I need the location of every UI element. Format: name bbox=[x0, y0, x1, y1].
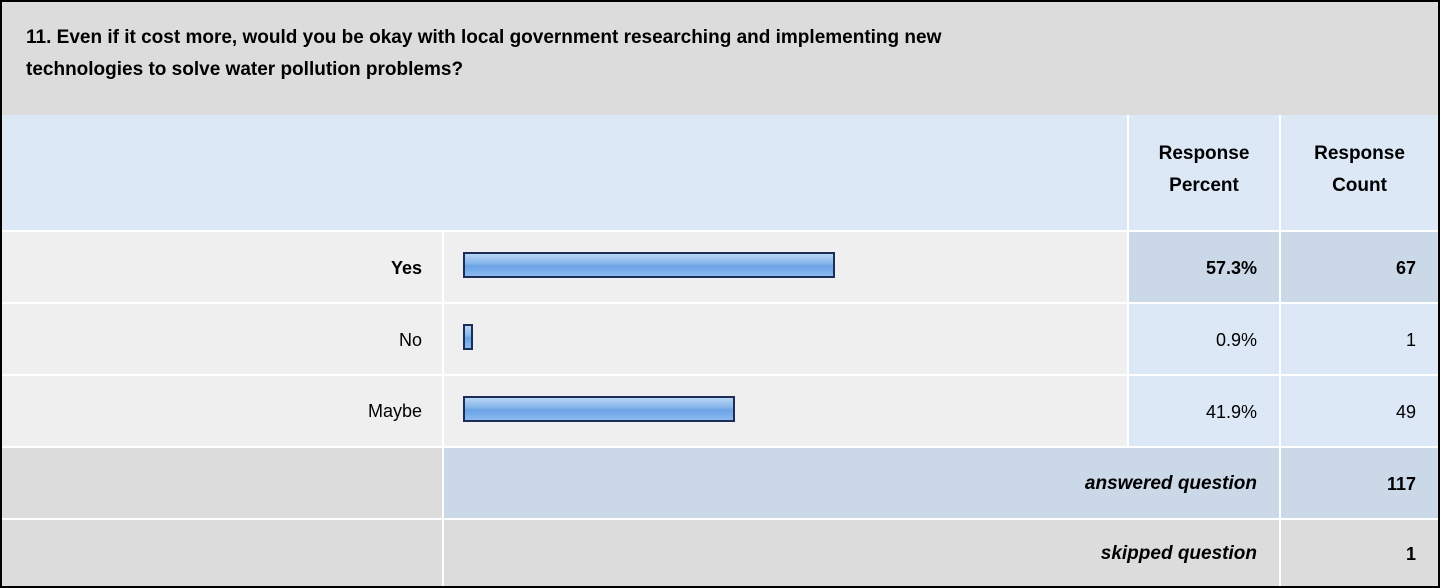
response-count-value: 1 bbox=[1281, 304, 1438, 374]
response-percent-header-line-1: Response bbox=[1158, 143, 1250, 164]
response-count-header-line-1: Response bbox=[1314, 143, 1405, 164]
skipped-question-label: skipped question bbox=[444, 520, 1279, 586]
question-header: 11. Even if it cost more, would you be o… bbox=[2, 2, 1438, 115]
question-text-line-1: 11. Even if it cost more, would you be o… bbox=[26, 27, 942, 48]
answered-question-label: answered question bbox=[444, 448, 1279, 518]
answer-label: No bbox=[2, 304, 442, 374]
answered-question-count: 117 bbox=[1281, 448, 1438, 518]
response-bar bbox=[463, 252, 835, 278]
answer-label: Maybe bbox=[2, 376, 442, 446]
question-text-line-2: technologies to solve water pollution pr… bbox=[26, 59, 464, 80]
response-percent-header: Response Percent bbox=[1129, 115, 1279, 230]
response-percent-value: 0.9% bbox=[1129, 304, 1279, 374]
bar-track bbox=[444, 304, 1127, 374]
response-count-header-line-2: Count bbox=[1332, 175, 1387, 196]
response-bar bbox=[463, 324, 473, 350]
answered-row-spacer bbox=[2, 448, 442, 518]
response-count-header: Response Count bbox=[1281, 115, 1438, 230]
response-bar bbox=[463, 396, 735, 422]
response-percent-value: 41.9% bbox=[1129, 376, 1279, 446]
skipped-question-count: 1 bbox=[1281, 520, 1438, 586]
column-header-spacer bbox=[2, 115, 1127, 230]
skipped-row-spacer bbox=[2, 520, 442, 586]
response-percent-header-line-2: Percent bbox=[1169, 175, 1239, 196]
response-count-value: 67 bbox=[1281, 232, 1438, 302]
response-percent-value: 57.3% bbox=[1129, 232, 1279, 302]
answer-label: Yes bbox=[2, 232, 442, 302]
response-count-value: 49 bbox=[1281, 376, 1438, 446]
